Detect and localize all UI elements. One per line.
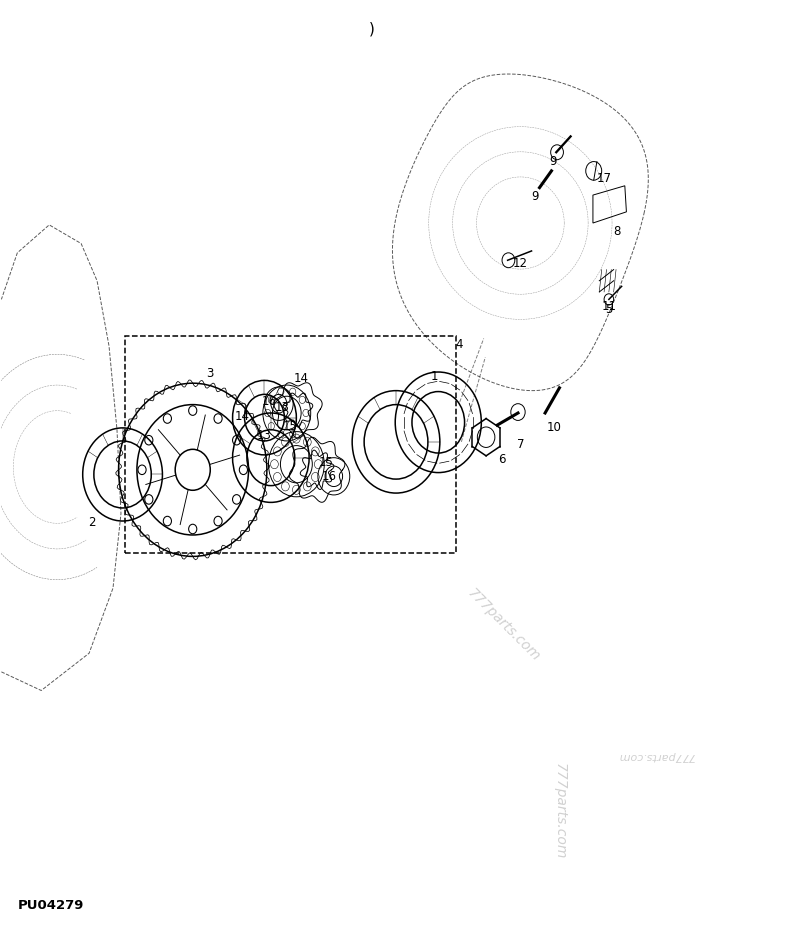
Bar: [125, 335, 456, 553]
Text: PU04279: PU04279: [18, 899, 84, 913]
Text: 3: 3: [206, 367, 214, 380]
Text: 14: 14: [294, 372, 309, 385]
Text: 12: 12: [513, 258, 528, 271]
Text: 777parts.com: 777parts.com: [465, 587, 542, 664]
Text: 10: 10: [546, 421, 562, 434]
Text: 7: 7: [517, 438, 524, 451]
Text: 13: 13: [257, 429, 272, 442]
Text: 5: 5: [605, 304, 613, 316]
Text: ): ): [369, 21, 375, 36]
Text: 9: 9: [531, 191, 538, 204]
Text: 6: 6: [498, 453, 506, 466]
Text: 16: 16: [322, 470, 337, 483]
Text: 11: 11: [602, 301, 616, 313]
Text: 15: 15: [318, 456, 334, 469]
Text: 777parts.com: 777parts.com: [553, 763, 566, 859]
Text: 14: 14: [234, 410, 250, 423]
Text: 777parts.com: 777parts.com: [617, 751, 694, 760]
Text: 1: 1: [430, 370, 438, 383]
Text: 16: 16: [262, 395, 277, 408]
Text: 4: 4: [455, 337, 462, 350]
Text: 2: 2: [89, 517, 96, 530]
Text: 15: 15: [282, 419, 298, 432]
Text: 8: 8: [613, 225, 621, 238]
Text: 17: 17: [597, 172, 611, 185]
Text: 13: 13: [274, 401, 290, 414]
Text: 9: 9: [550, 155, 557, 168]
